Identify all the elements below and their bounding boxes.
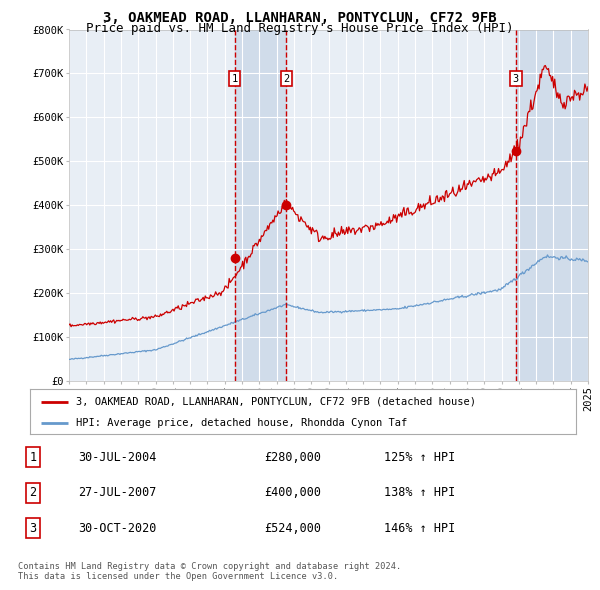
Text: 3, OAKMEAD ROAD, LLANHARAN, PONTYCLUN, CF72 9FB (detached house): 3, OAKMEAD ROAD, LLANHARAN, PONTYCLUN, C… <box>76 397 476 407</box>
Text: 146% ↑ HPI: 146% ↑ HPI <box>384 522 455 535</box>
Text: 3: 3 <box>29 522 37 535</box>
Text: 3, OAKMEAD ROAD, LLANHARAN, PONTYCLUN, CF72 9FB: 3, OAKMEAD ROAD, LLANHARAN, PONTYCLUN, C… <box>103 11 497 25</box>
Text: 1: 1 <box>29 451 37 464</box>
Text: 125% ↑ HPI: 125% ↑ HPI <box>384 451 455 464</box>
Text: 30-OCT-2020: 30-OCT-2020 <box>78 522 157 535</box>
Text: Price paid vs. HM Land Registry's House Price Index (HPI): Price paid vs. HM Land Registry's House … <box>86 22 514 35</box>
Text: 138% ↑ HPI: 138% ↑ HPI <box>384 486 455 499</box>
Text: HPI: Average price, detached house, Rhondda Cynon Taf: HPI: Average price, detached house, Rhon… <box>76 418 407 428</box>
Text: 2: 2 <box>29 486 37 499</box>
Text: 27-JUL-2007: 27-JUL-2007 <box>78 486 157 499</box>
Text: 1: 1 <box>232 74 238 84</box>
Text: 2: 2 <box>283 74 290 84</box>
Bar <box>516 30 588 381</box>
Text: £280,000: £280,000 <box>264 451 321 464</box>
Text: £400,000: £400,000 <box>264 486 321 499</box>
Text: £524,000: £524,000 <box>264 522 321 535</box>
Bar <box>235 30 286 381</box>
Text: Contains HM Land Registry data © Crown copyright and database right 2024.
This d: Contains HM Land Registry data © Crown c… <box>18 562 401 581</box>
Text: 3: 3 <box>513 74 519 84</box>
Text: 30-JUL-2004: 30-JUL-2004 <box>78 451 157 464</box>
